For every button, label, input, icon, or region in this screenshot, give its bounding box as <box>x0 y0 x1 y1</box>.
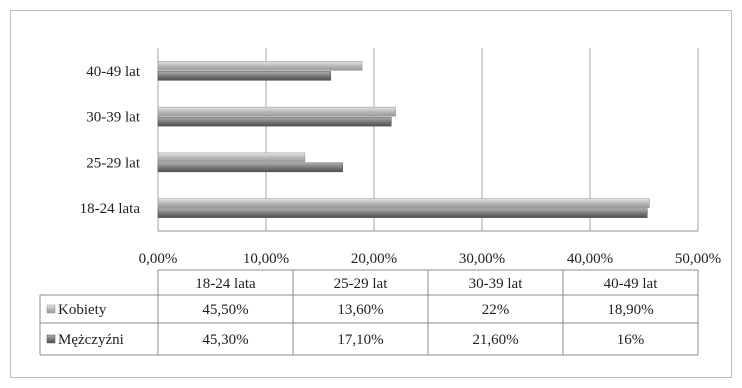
y-category-label: 30-39 lat <box>86 110 141 126</box>
bar-kobiety <box>157 106 396 117</box>
table-header-cell: 30-39 lat <box>469 276 524 292</box>
y-category-label: 40-49 lat <box>86 64 141 80</box>
bar-mezczyzni <box>157 71 332 81</box>
table-cell: 17,10% <box>337 332 383 348</box>
x-tick-label: 0,00% <box>139 251 178 267</box>
table-header-cell: 40-49 lat <box>604 276 659 292</box>
chart-frame <box>10 10 732 378</box>
x-tick-label: 10,00% <box>243 251 289 267</box>
table-header-cell: 18-24 lata <box>195 276 256 292</box>
table-cell: 18,90% <box>607 302 653 318</box>
table-cell: 16% <box>617 332 645 348</box>
legend-key-kobiety <box>46 304 56 314</box>
legend-key-mezczyzni <box>46 334 56 344</box>
table-row-label: Kobiety <box>58 302 107 318</box>
bar-mezczyzni <box>157 116 392 127</box>
table-cell: 21,60% <box>472 332 518 348</box>
table-cell: 45,30% <box>202 332 248 348</box>
x-tick-label: 30,00% <box>459 251 505 267</box>
bar-kobiety <box>157 152 306 163</box>
table-cell: 45,50% <box>202 302 248 318</box>
bar-mezczyzni <box>157 162 343 173</box>
bar-kobiety <box>157 61 363 71</box>
x-tick-label: 40,00% <box>567 251 613 267</box>
x-tick-label: 20,00% <box>351 251 397 267</box>
table-header-cell: 25-29 lat <box>334 276 389 292</box>
y-category-label: 18-24 lata <box>80 201 141 217</box>
table-cell: 22% <box>482 302 510 318</box>
bar-kobiety <box>157 198 650 208</box>
table-row-label: Mężczyźni <box>58 332 124 348</box>
x-tick-label: 50,00% <box>675 251 721 267</box>
bar-mezczyzni <box>157 208 648 218</box>
y-category-label: 25-29 lat <box>86 155 141 171</box>
table-cell: 13,60% <box>337 302 383 318</box>
